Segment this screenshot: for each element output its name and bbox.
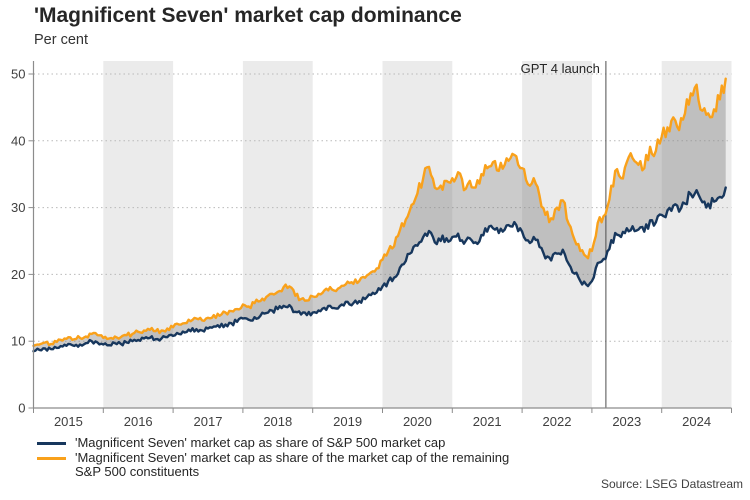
x-tick-label-2022: 2022 xyxy=(543,414,572,429)
year-band-2022 xyxy=(522,61,592,408)
x-tick-label-2017: 2017 xyxy=(194,414,223,429)
line-chart-plot: GPT 4 launch 0 10 20 30 40 50 2015 2016 2017 2018 2… xyxy=(11,61,732,429)
y-tick-label-20: 20 xyxy=(11,267,25,282)
legend-label-remaining-share: 'Magnificent Seven' market cap as share … xyxy=(75,450,510,479)
x-tick-label-2016: 2016 xyxy=(124,414,153,429)
x-tick-label-2019: 2019 xyxy=(333,414,362,429)
y-tick-label-40: 40 xyxy=(11,133,25,148)
y-tick-label-50: 50 xyxy=(11,67,25,82)
year-band-2018 xyxy=(242,61,313,408)
x-tick-label-2023: 2023 xyxy=(612,414,641,429)
chart-subtitle: Per cent xyxy=(34,32,88,48)
series-line-remaining-share xyxy=(32,77,727,348)
x-tick-label-2021: 2021 xyxy=(473,414,502,429)
source-attribution: Source: LSEG Datastream xyxy=(600,477,743,491)
legend-item-sp500-share: 'Magnificent Seven' market cap as share … xyxy=(37,436,525,450)
y-tick-label-0: 0 xyxy=(18,401,25,416)
series-line-sp500-share xyxy=(32,186,727,353)
annotation-gpt4-launch-label: GPT 4 launch xyxy=(521,61,600,76)
y-tick-label-10: 10 xyxy=(11,334,25,349)
chart-legend: 'Magnificent Seven' market cap as share … xyxy=(37,436,525,480)
year-band-2016 xyxy=(103,61,174,408)
legend-swatch-orange-line xyxy=(37,457,66,460)
legend-label-sp500-share: 'Magnificent Seven' market cap as share … xyxy=(75,435,446,450)
x-tick-label-2020: 2020 xyxy=(403,414,432,429)
x-tick-label-2018: 2018 xyxy=(263,414,292,429)
legend-item-remaining-share: 'Magnificent Seven' market cap as share … xyxy=(37,451,525,479)
legend-swatch-navy-line xyxy=(37,442,66,445)
y-tick-label-30: 30 xyxy=(11,200,25,215)
chart-title: 'Magnificent Seven' market cap dominance xyxy=(34,4,462,27)
x-tick-label-2015: 2015 xyxy=(54,414,83,429)
x-tick-label-2024: 2024 xyxy=(682,414,711,429)
year-band-2020 xyxy=(382,61,453,408)
